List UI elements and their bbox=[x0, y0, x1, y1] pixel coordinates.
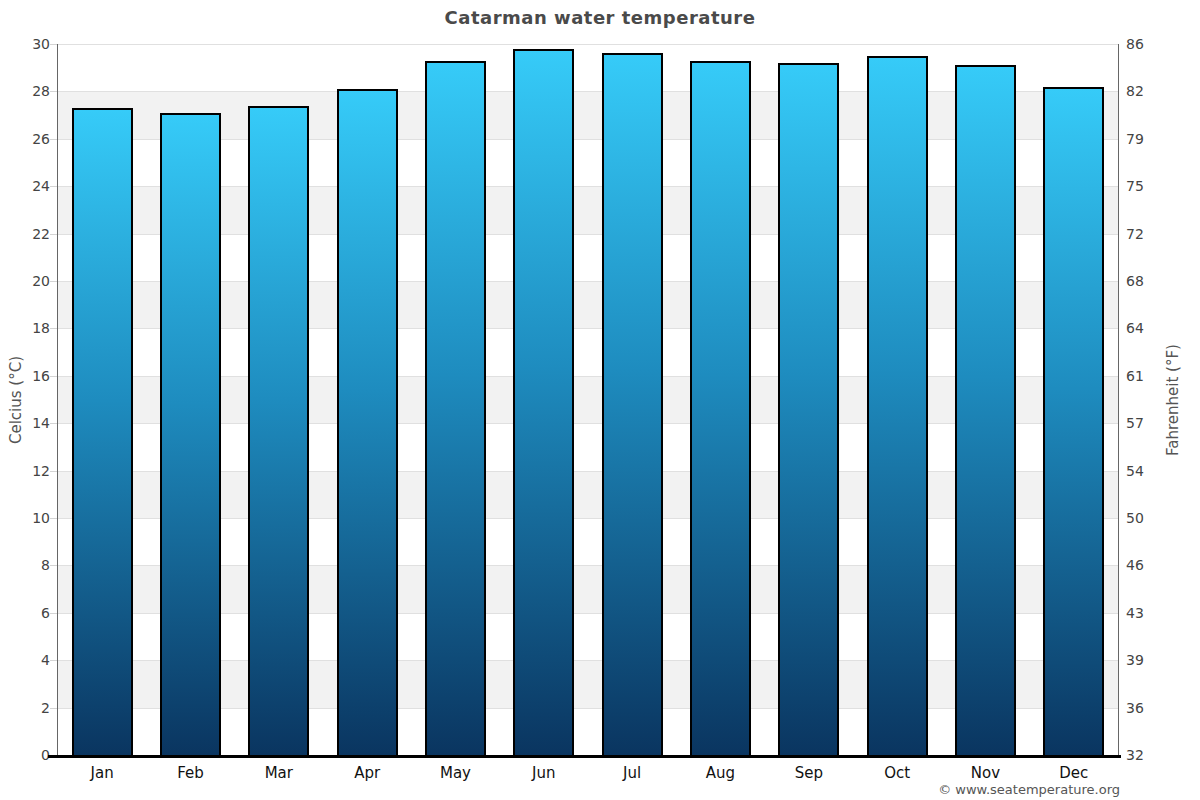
right-axis-line bbox=[1118, 44, 1119, 755]
y-tick-fahrenheit-46: 46 bbox=[1126, 556, 1166, 574]
y-tick-celsius-30: 30 bbox=[10, 35, 50, 53]
footer-credit: © www.seatemperature.org bbox=[938, 782, 1120, 797]
x-tick-label-mar: Mar bbox=[235, 763, 323, 783]
y-tick-fahrenheit-32: 32 bbox=[1126, 746, 1166, 764]
y-tick-fahrenheit-36: 36 bbox=[1126, 699, 1166, 717]
x-tick-label-jun: Jun bbox=[500, 763, 588, 783]
y-tick-celsius-12: 12 bbox=[10, 462, 50, 480]
y-tick-fahrenheit-68: 68 bbox=[1126, 272, 1166, 290]
bar-dec bbox=[1043, 87, 1104, 755]
y-tick-celsius-6: 6 bbox=[10, 604, 50, 622]
y-tick-celsius-8: 8 bbox=[10, 556, 50, 574]
y-tick-celsius-2: 2 bbox=[10, 699, 50, 717]
x-tick-label-jul: Jul bbox=[588, 763, 676, 783]
y-tick-celsius-18: 18 bbox=[10, 319, 50, 337]
y-tick-fahrenheit-50: 50 bbox=[1126, 509, 1166, 527]
x-tick-label-aug: Aug bbox=[676, 763, 764, 783]
y-tick-fahrenheit-39: 39 bbox=[1126, 651, 1166, 669]
y-tick-celsius-4: 4 bbox=[10, 651, 50, 669]
y-tick-fahrenheit-86: 86 bbox=[1126, 35, 1166, 53]
x-tick-label-dec: Dec bbox=[1030, 763, 1118, 783]
x-tick-label-oct: Oct bbox=[853, 763, 941, 783]
x-tick-label-may: May bbox=[411, 763, 499, 783]
plot-area bbox=[58, 44, 1118, 755]
x-tick-label-sep: Sep bbox=[765, 763, 853, 783]
bar-jun bbox=[513, 49, 574, 755]
bar-oct bbox=[867, 56, 928, 755]
y-tick-celsius-0: 0 bbox=[10, 746, 50, 764]
y-tick-celsius-28: 28 bbox=[10, 82, 50, 100]
y-tick-celsius-26: 26 bbox=[10, 130, 50, 148]
bottom-axis-line bbox=[48, 755, 1121, 758]
bar-feb bbox=[160, 113, 221, 755]
y-tick-fahrenheit-82: 82 bbox=[1126, 82, 1166, 100]
fahrenheit-axis-title: Fahrenheit (°F) bbox=[1164, 344, 1182, 456]
bar-jul bbox=[602, 53, 663, 755]
y-tick-celsius-24: 24 bbox=[10, 177, 50, 195]
y-tick-fahrenheit-64: 64 bbox=[1126, 319, 1166, 337]
x-tick-label-nov: Nov bbox=[941, 763, 1029, 783]
x-tick-label-feb: Feb bbox=[146, 763, 234, 783]
y-tick-celsius-10: 10 bbox=[10, 509, 50, 527]
bar-mar bbox=[248, 106, 309, 755]
chart-title: Catarman water temperature bbox=[0, 7, 1200, 28]
gridline-30 bbox=[58, 44, 1118, 45]
y-tick-celsius-16: 16 bbox=[10, 367, 50, 385]
bar-sep bbox=[778, 63, 839, 755]
y-tick-fahrenheit-72: 72 bbox=[1126, 225, 1166, 243]
left-axis-line bbox=[57, 44, 58, 755]
bar-apr bbox=[337, 89, 398, 755]
y-tick-celsius-20: 20 bbox=[10, 272, 50, 290]
bar-jan bbox=[72, 108, 133, 755]
y-tick-fahrenheit-57: 57 bbox=[1126, 414, 1166, 432]
bar-nov bbox=[955, 65, 1016, 755]
bar-may bbox=[425, 61, 486, 755]
y-tick-celsius-22: 22 bbox=[10, 225, 50, 243]
y-tick-fahrenheit-43: 43 bbox=[1126, 604, 1166, 622]
bar-aug bbox=[690, 61, 751, 755]
y-tick-fahrenheit-61: 61 bbox=[1126, 367, 1166, 385]
y-tick-fahrenheit-75: 75 bbox=[1126, 177, 1166, 195]
chart-page: Catarman water temperature Celcius (°C) … bbox=[0, 0, 1200, 800]
y-tick-fahrenheit-79: 79 bbox=[1126, 130, 1166, 148]
y-tick-celsius-14: 14 bbox=[10, 414, 50, 432]
x-tick-label-apr: Apr bbox=[323, 763, 411, 783]
x-tick-label-jan: Jan bbox=[58, 763, 146, 783]
y-tick-fahrenheit-54: 54 bbox=[1126, 462, 1166, 480]
